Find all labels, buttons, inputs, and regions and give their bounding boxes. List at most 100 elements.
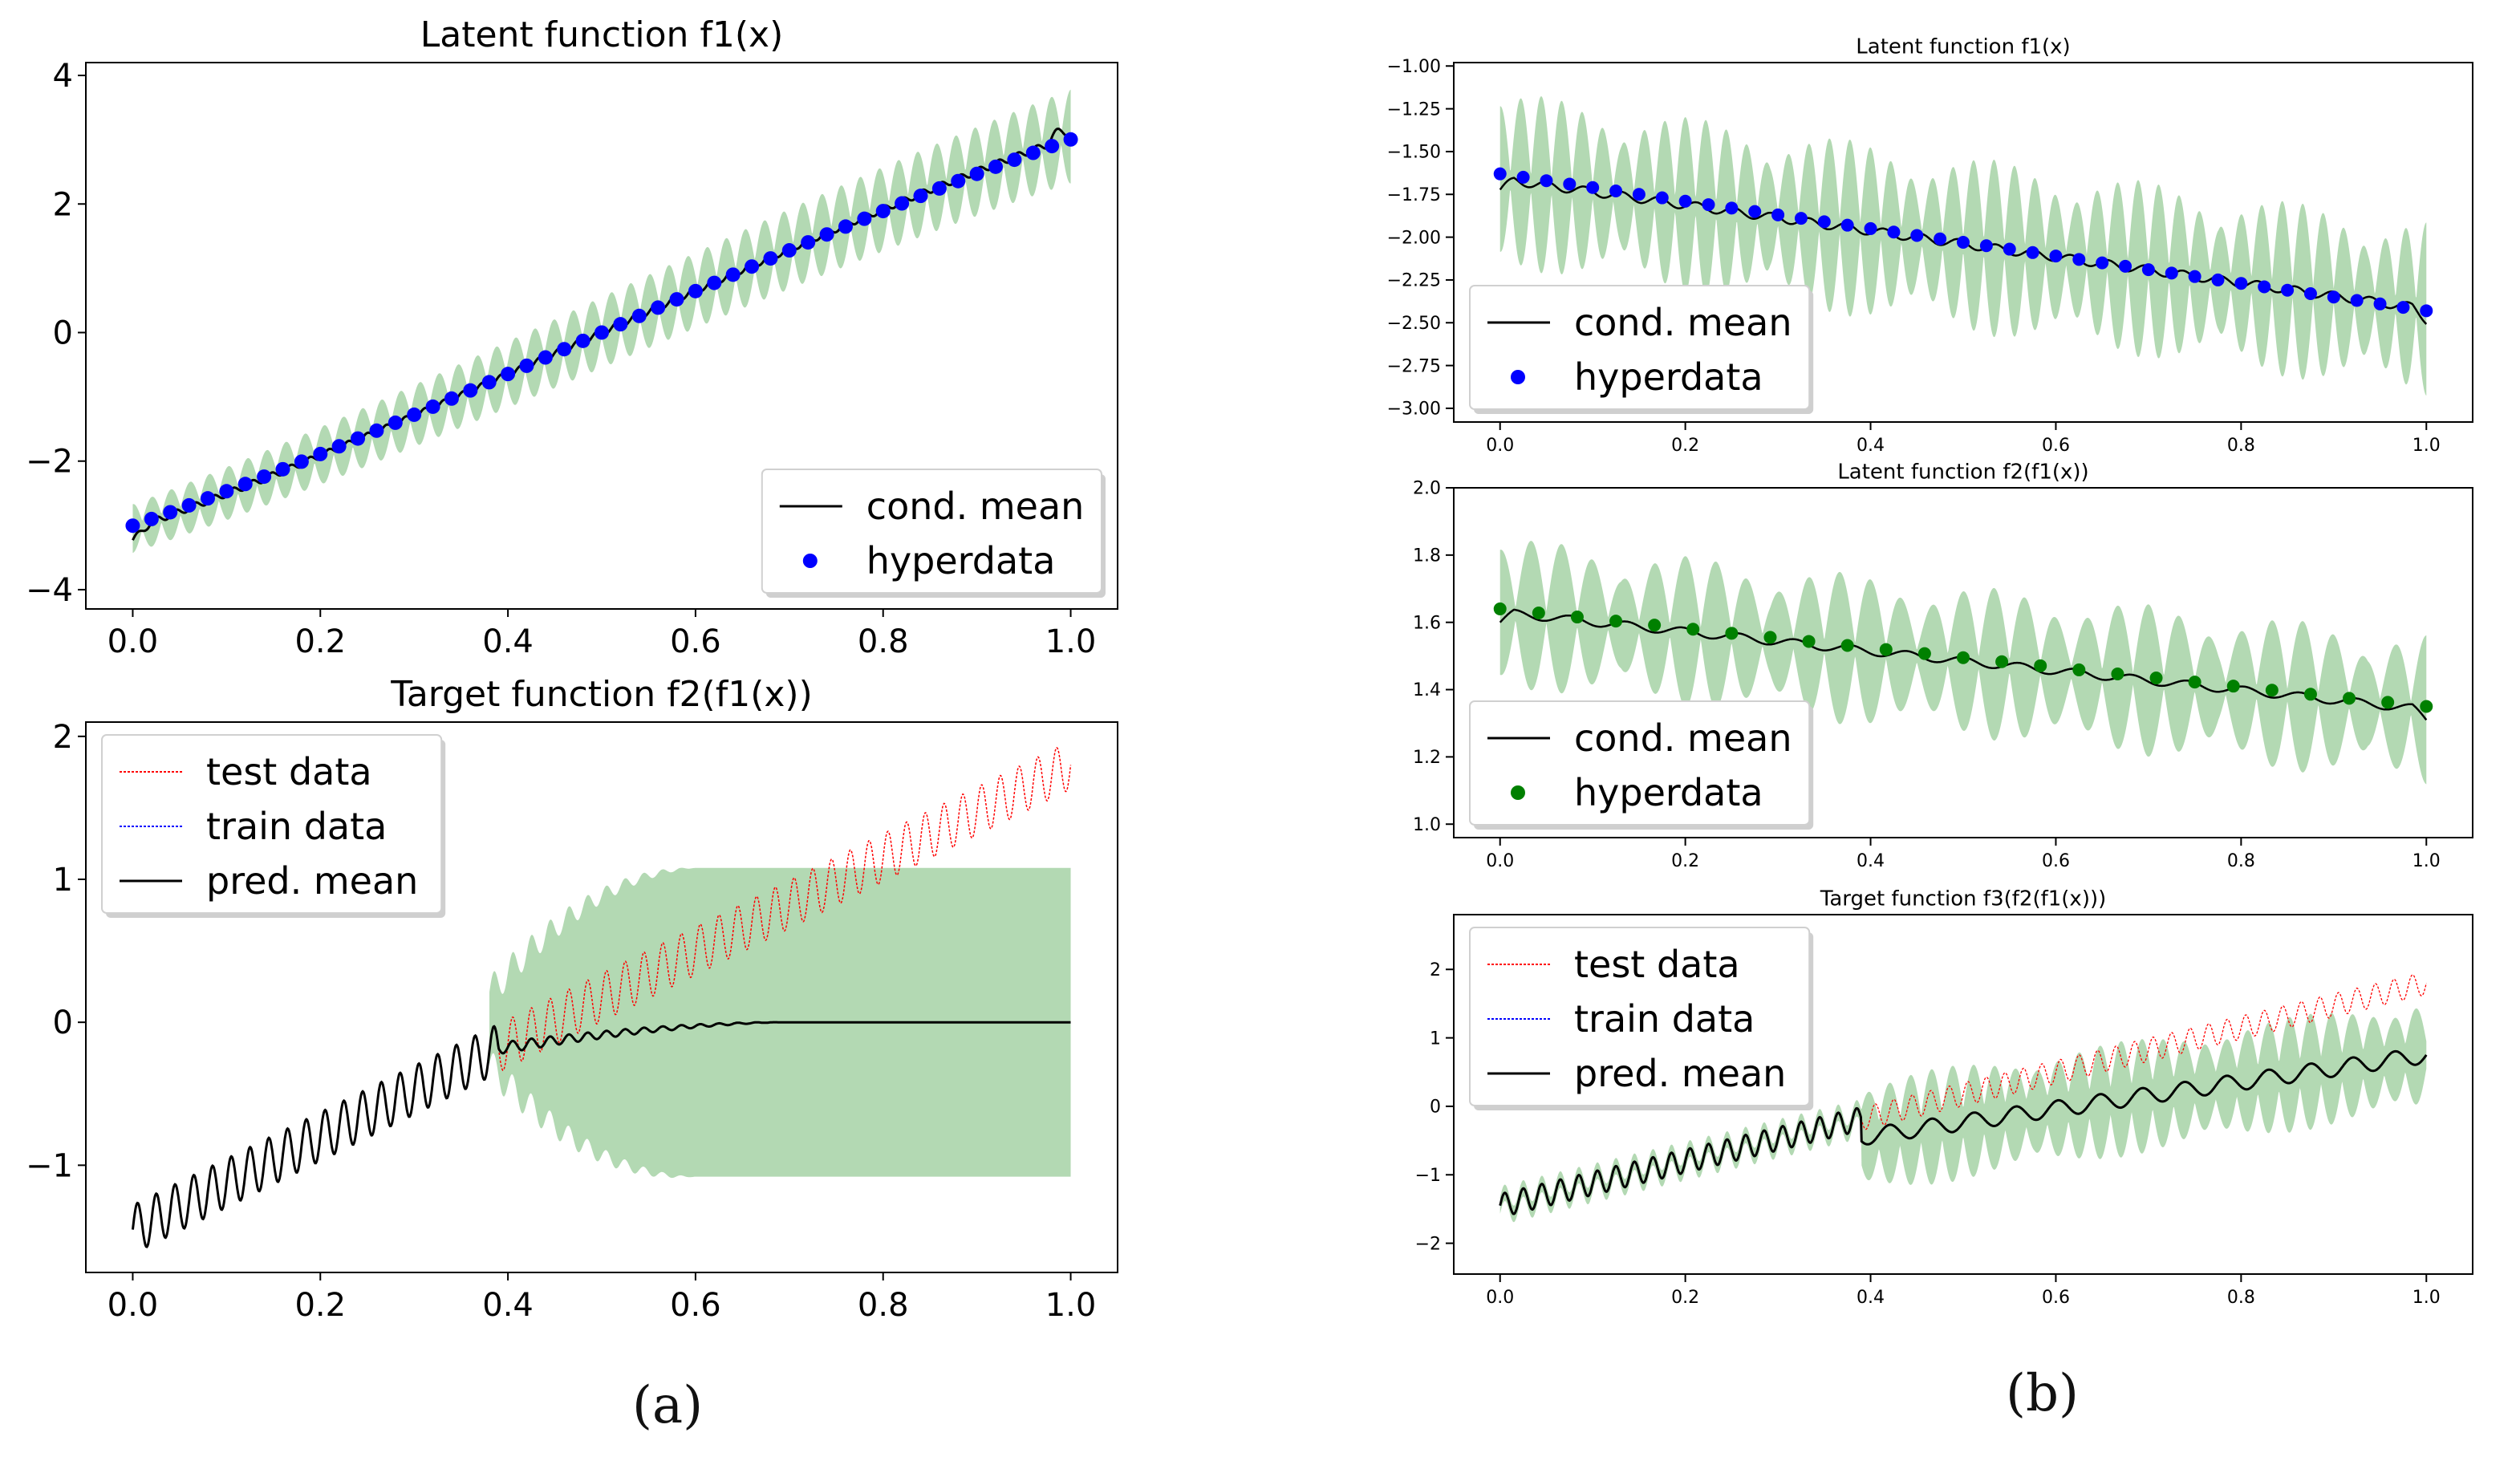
b-mid-hyperdata-point [2034,659,2047,672]
b-top-frame [1453,62,2473,423]
b-mid-legend-label: hyperdata [1574,771,1763,814]
a-top-hyperdata-point [688,283,703,298]
b-mid-frame [1453,487,2473,838]
b-top-hyperdata-point [2119,259,2132,273]
a-bottom-title: Target function f2(f1(x)) [390,674,813,715]
b-mid-hyperdata-point [1532,606,1545,619]
b-top-ytick-label: −2.25 [1387,271,1441,291]
b-bottom-ytick-label: −2 [1415,1234,1441,1254]
a-bottom-ytick-label: 2 [53,719,73,756]
b-mid-legend-box [1469,700,1811,826]
a-top-hyperdata-point [125,518,140,534]
a-bottom-legend-label: train data [206,805,387,848]
b-bottom-confidence-band [1499,1008,2427,1223]
b-mid-legend-label: cond. mean [1574,716,1792,760]
a-top-hyperdata-point [557,342,572,357]
b-top-xtick-label: 0.0 [1486,436,1514,456]
b-mid-xtick-label: 0.0 [1486,851,1514,871]
b-mid-hyperdata-point [1570,611,1584,624]
a-top-hyperdata-point [257,469,272,485]
b-mid-hyperdata-point [1686,623,1700,636]
a-top-xtick-label: 0.4 [482,623,534,660]
b-top-hyperdata-point [1563,177,1577,191]
a-top-legend-box [761,469,1102,594]
a-top-hyperdata-point [388,415,403,430]
b-top-hyperdata-point [2258,280,2271,294]
a-bottom-xtick-label: 0.2 [294,1287,346,1324]
a-top-hyperdata-point [425,399,440,414]
a-bottom-ytick-label: −1 [26,1147,73,1184]
a-top-hyperdata-point [219,484,234,499]
b-bottom-legend-box [1469,927,1811,1106]
a-top-hyperdata-point [875,204,891,219]
b-mid-hyperdata-point [1763,631,1777,644]
a-bottom-legend: test data train data pred. mean [101,734,446,918]
a-top-hyperdata-point [444,391,459,406]
b-mid-hyperdata-point [2303,688,2317,701]
b-mid-hyperdata-point [2265,684,2279,697]
b-mid-ytick-label: 1.8 [1413,546,1441,566]
b-top-xtick-label: 0.2 [1671,436,1699,456]
b-mid-hyperdata-point [1995,655,2009,668]
b-bottom-legend-label: pred. mean [1574,1052,1786,1095]
caption-a: (a) [632,1376,704,1435]
b-top-hyperdata-point [1725,201,1739,215]
b-top-hyperdata-point [2373,297,2387,310]
b-top-ytick-label: −2.00 [1387,228,1441,248]
a-top-hyperdata-point [331,439,347,454]
b-top-xtick-label: 1.0 [2412,436,2441,456]
b-top-hyperdata-point [2420,304,2433,318]
a-top-hyperdata-point [725,267,741,282]
b-bottom-xtick-label: 0.6 [2042,1288,2070,1308]
b-top-legend-label: hyperdata [1574,355,1763,399]
b-mid-hyperdata-point [2188,676,2201,689]
a-top-confidence-band [132,89,1071,554]
b-top-legend-label: cond. mean [1574,301,1792,344]
b-top-xtick-label: 0.8 [2227,436,2255,456]
a-top-hyperdata-point [951,173,966,189]
a-top-hyperdata-point [931,181,947,196]
b-mid-hyperdata-point [2381,696,2395,709]
b-top-hyperdata-point [2350,294,2364,307]
b-top-legend-marker [1511,370,1525,384]
b-mid-hyperdata-point [1609,615,1623,628]
a-bottom-xtick-label: 0.8 [858,1287,909,1324]
a-top-hyperdata-point [763,251,778,266]
b-top-hyperdata-point [1632,188,1646,201]
a-top-legend-label: cond. mean [866,485,1085,528]
a-top-hyperdata-point [351,431,366,446]
b-bottom-xtick-label: 1.0 [2412,1288,2441,1308]
b-top-hyperdata-point [1678,194,1692,208]
b-bottom-ytick-label: 2 [1430,960,1441,980]
b-top-hyperdata-point [1748,205,1762,218]
a-bottom-xtick-label: 0.0 [108,1287,159,1324]
a-top-hyperdata-point [631,308,647,323]
b-mid-title: Latent function f2(f1(x)) [1837,460,2088,484]
b-mid-hyperdata-point [1957,651,1970,664]
a-top-hyperdata-point [519,358,534,373]
b-mid-hyperdata-point [2072,663,2086,676]
b-mid-hyperdata-point [2420,700,2433,713]
b-top-hyperdata-point [1979,239,1993,253]
b-top-hyperdata-point [1516,170,1530,184]
b-bottom-xtick-label: 0.8 [2227,1288,2255,1308]
b-bottom-xtick-label: 0.0 [1486,1288,1514,1308]
a-top-xtick-label: 0.6 [670,623,721,660]
a-top-hyperdata-point [651,300,666,315]
a-top-hyperdata-point [895,196,910,211]
b-mid-hyperdata-point [2111,667,2124,680]
a-top-hyperdata-point [463,383,478,398]
a-top-hyperdata-point [969,166,984,181]
b-top-hyperdata-point [1794,212,1808,225]
a-bottom-legend-label: pred. mean [206,859,418,903]
b-top-hyperdata-point [2049,250,2063,263]
a-top-hyperdata-point [181,497,197,513]
b-top-hyperdata-point [2165,266,2178,280]
a-bottom-legend-label: test data [206,750,372,793]
b-top-hyperdata-point [2327,290,2340,304]
b-top-hyperdata-point [2188,270,2201,283]
a-bottom-pred-mean-line [131,1021,1071,1248]
b-mid-hyperdata-point [1648,619,1662,632]
a-bottom-xtick-label: 0.4 [482,1287,534,1324]
b-top-hyperdata-point [1957,236,1970,249]
